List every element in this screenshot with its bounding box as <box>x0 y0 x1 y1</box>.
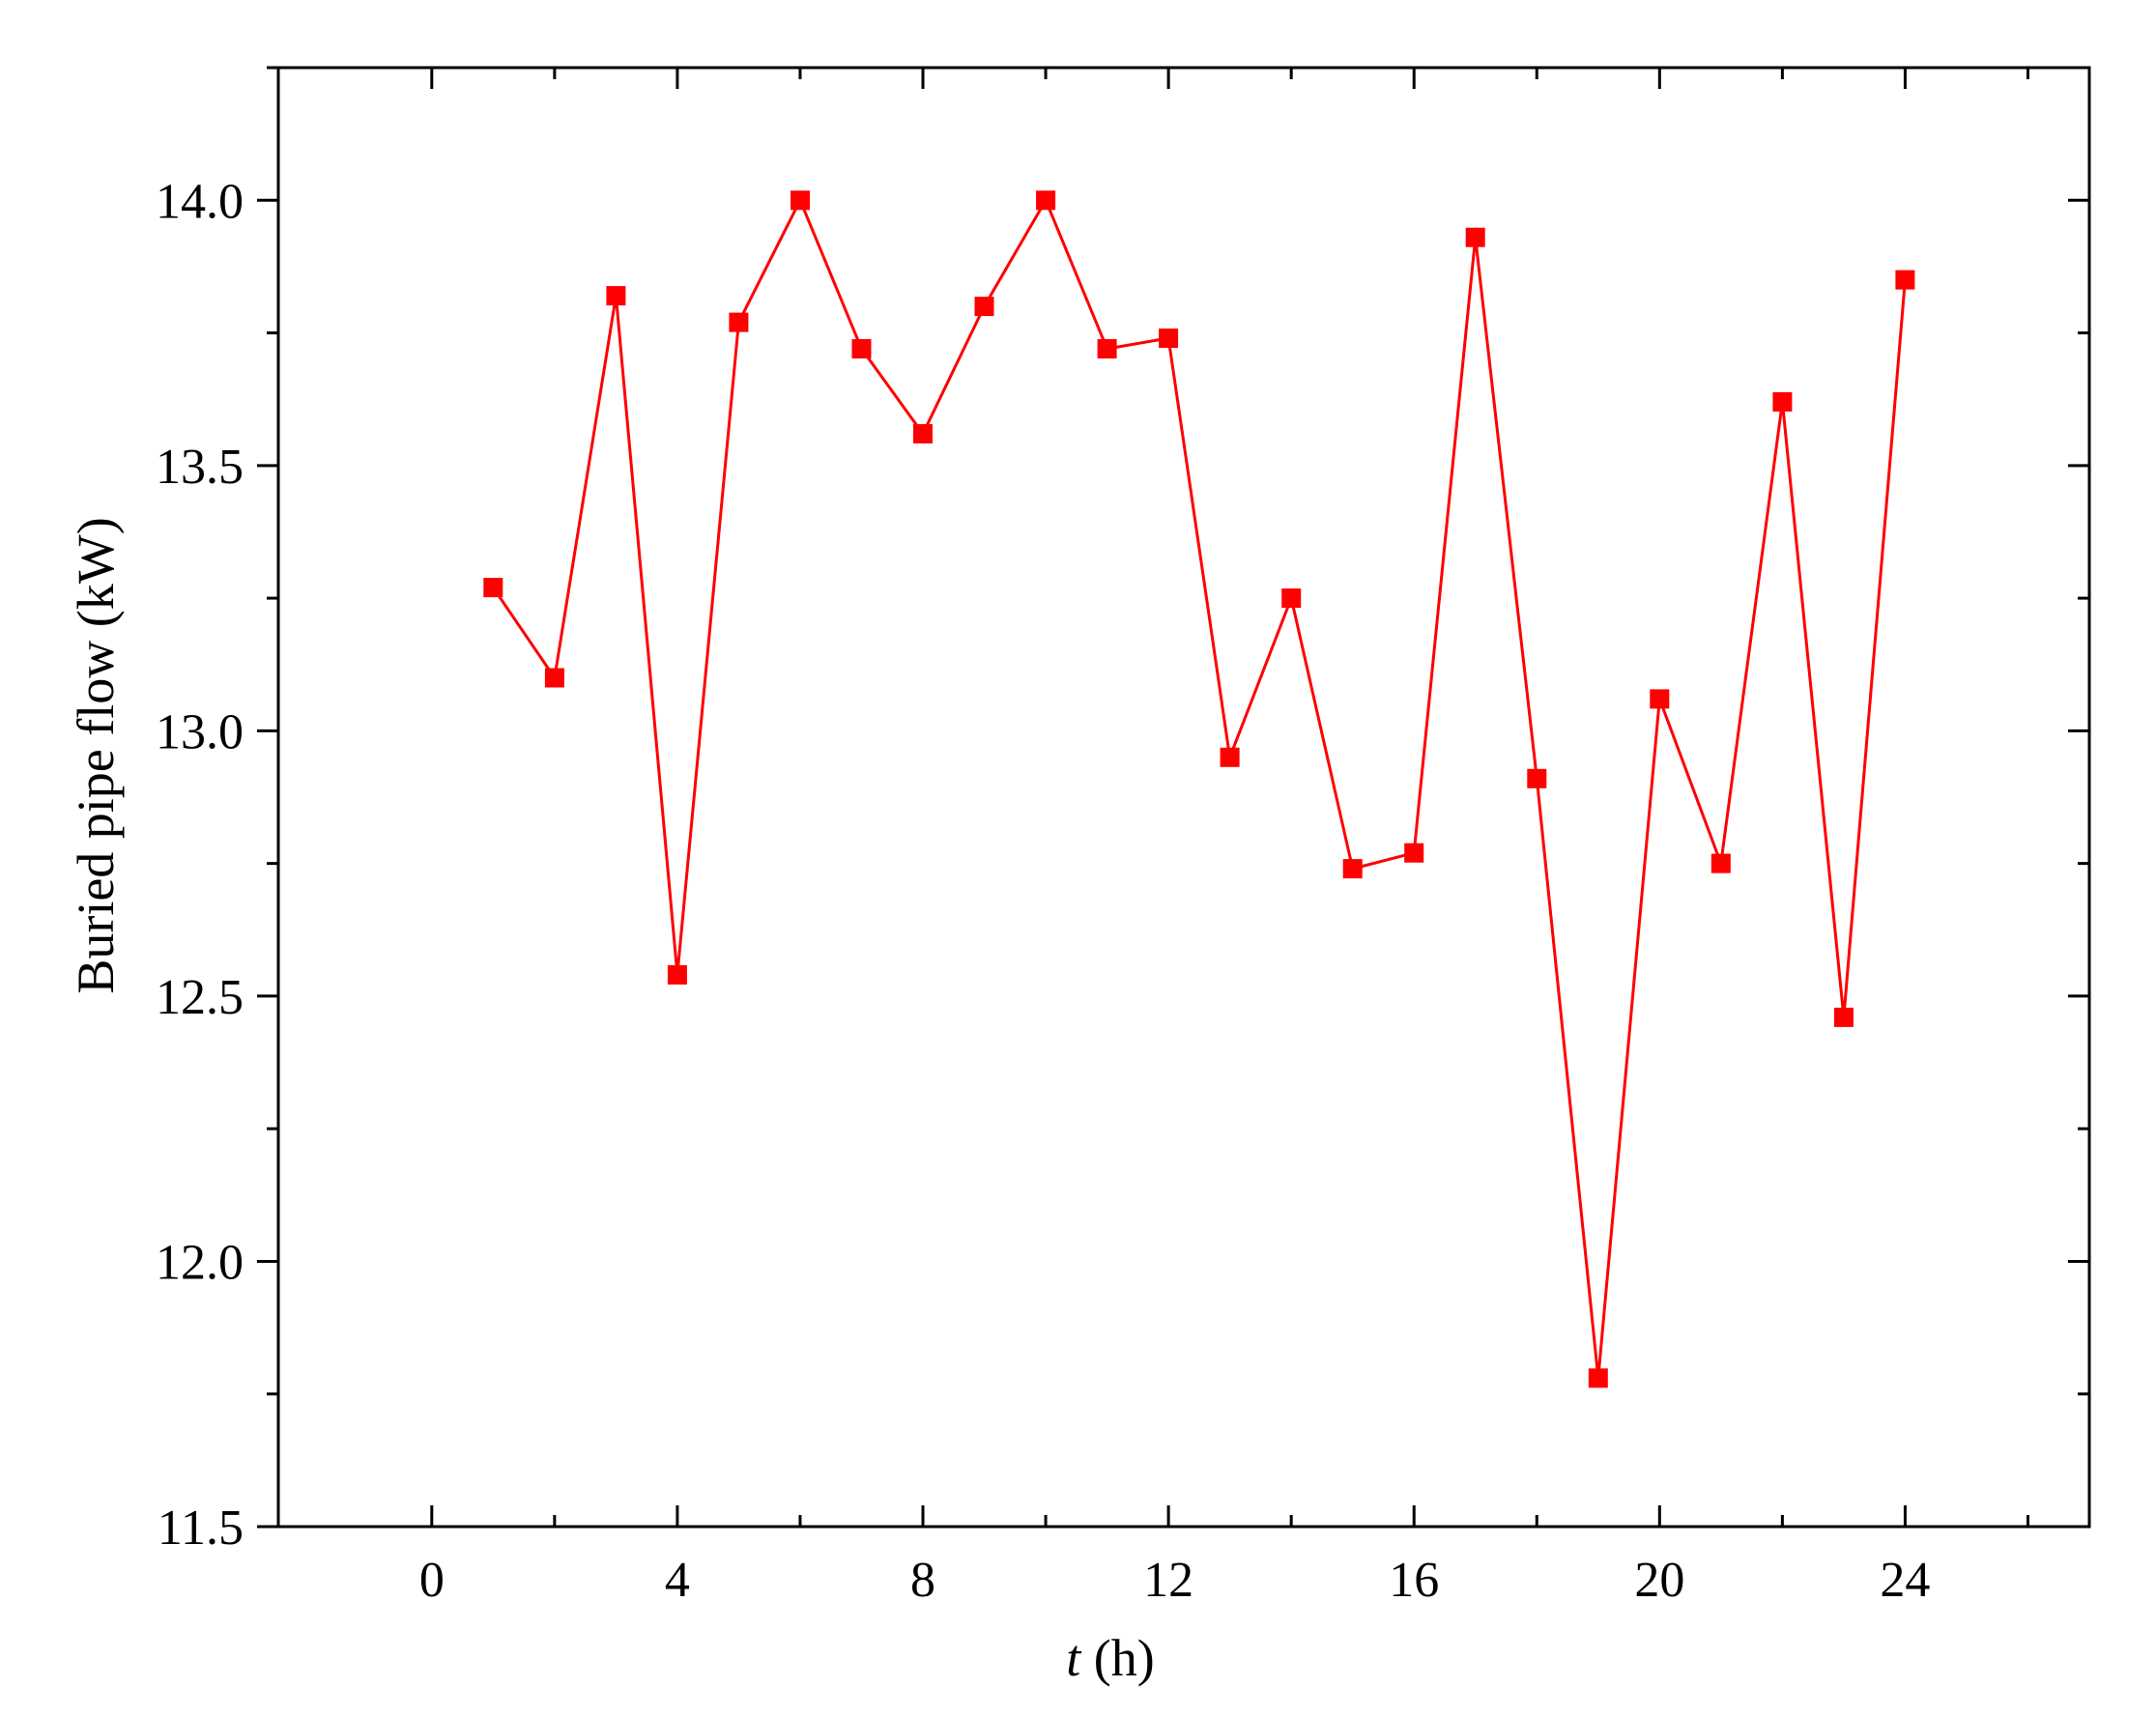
data-point-marker <box>1833 1007 1854 1027</box>
x-tick-label: 0 <box>419 1553 445 1608</box>
y-tick-label: 14.0 <box>156 174 244 229</box>
series-layer <box>483 190 1915 1388</box>
data-point-marker <box>1036 190 1056 211</box>
axis-tick-labels: 0 4 8 12 16 20 24 11.5 12.0 12.5 13.0 13.5 14.0 <box>156 174 1930 1608</box>
x-tick-label: 4 <box>665 1553 690 1608</box>
y-tick-label: 12.5 <box>156 970 244 1025</box>
data-point-marker <box>1465 227 1485 247</box>
axis-ticks <box>257 66 2089 1529</box>
data-point-marker <box>729 312 749 332</box>
data-point-marker <box>1895 270 1915 290</box>
data-point-marker <box>1527 768 1547 788</box>
x-tick-label: 16 <box>1389 1553 1439 1608</box>
data-point-marker <box>974 297 994 317</box>
y-tick-label: 11.5 <box>158 1501 244 1556</box>
data-point-marker <box>1159 329 1179 348</box>
data-point-marker <box>544 668 564 688</box>
x-tick-label: 24 <box>1880 1553 1930 1608</box>
data-point-marker <box>1772 391 1793 412</box>
data-point-marker <box>667 964 687 985</box>
data-point-marker <box>1342 859 1363 879</box>
series-line <box>492 196 1907 1379</box>
data-point-marker <box>1710 853 1731 873</box>
data-point-marker <box>913 423 933 443</box>
y-tick-label: 13.5 <box>156 440 244 495</box>
y-tick-label: 12.0 <box>156 1235 244 1290</box>
data-point-marker <box>1588 1368 1608 1388</box>
data-point-marker <box>1097 339 1117 358</box>
x-axis-title-unit: (h) <box>1080 1629 1154 1687</box>
x-tick-label: 12 <box>1143 1553 1193 1608</box>
x-axis-title: t (h) <box>1066 1629 1154 1687</box>
data-point-marker <box>483 578 503 598</box>
x-tick-label: 20 <box>1634 1553 1684 1608</box>
data-point-marker <box>1650 689 1670 709</box>
plot-frame <box>276 66 2091 1529</box>
y-axis-title: Buried pipe flow (kW) <box>67 517 125 993</box>
data-point-marker <box>1281 588 1302 609</box>
data-point-marker <box>1220 747 1240 767</box>
data-point-marker <box>606 286 626 306</box>
y-tick-label: 13.0 <box>156 704 244 759</box>
data-point-marker <box>791 190 810 211</box>
x-axis-title-variable: t <box>1066 1629 1082 1687</box>
data-point-marker <box>1404 843 1424 863</box>
data-point-marker <box>851 339 872 358</box>
x-tick-label: 8 <box>910 1553 935 1608</box>
